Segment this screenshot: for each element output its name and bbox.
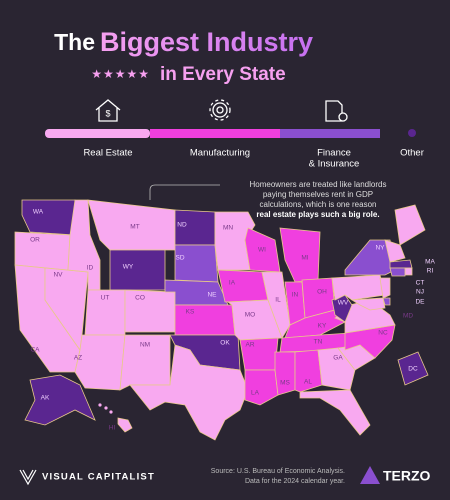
state-label: MD: [403, 313, 413, 320]
source: Data for the 2024 calendar year.: [245, 478, 345, 485]
legend-icons: $: [95, 99, 348, 122]
state: [397, 351, 429, 386]
state: [74, 334, 126, 391]
legend-bar: [280, 129, 380, 138]
state: [294, 349, 323, 393]
state: [394, 204, 426, 246]
state: [24, 374, 96, 426]
state: [379, 277, 391, 299]
source: Source: U.S. Bureau of Economic Analysis…: [211, 468, 345, 475]
vc-logo: [19, 469, 37, 486]
terzo-logo: [360, 466, 380, 484]
state-label: NJ: [416, 289, 424, 296]
annotation: calculations, which is one reason: [260, 200, 377, 209]
state: [21, 199, 76, 236]
state-label: IL: [275, 297, 281, 304]
state: [174, 244, 219, 283]
state-label: MS: [280, 380, 290, 387]
state: [279, 227, 321, 283]
state-label: UT: [101, 295, 110, 302]
state-label: HI: [109, 425, 116, 432]
legend-label: Other: [400, 148, 424, 159]
state: [124, 289, 176, 333]
state-label: ND: [177, 222, 187, 229]
legend-label: Real Estate: [83, 148, 132, 159]
state: [389, 267, 406, 277]
state-label: AK: [41, 395, 50, 402]
state-label: WY: [123, 264, 134, 271]
state: [217, 269, 269, 303]
state: [174, 304, 236, 336]
state: [331, 274, 386, 301]
state-label: DE: [415, 299, 425, 306]
state-label: MT: [130, 224, 139, 231]
state-label: NC: [378, 330, 388, 337]
state: [384, 239, 406, 263]
hi-island: [109, 410, 113, 414]
svg-text:$: $: [105, 108, 110, 118]
state: [274, 351, 296, 396]
state-label: NY: [375, 245, 385, 252]
state: [244, 227, 281, 273]
legend-label: Finance: [317, 148, 351, 159]
legend-bar: [45, 129, 150, 138]
state-label: IN: [292, 292, 299, 299]
state-label: MA: [425, 259, 435, 266]
state-label: KS: [186, 309, 195, 316]
partner: TERZO: [383, 468, 431, 484]
title: Biggest Industry: [100, 27, 313, 57]
state-label: OH: [317, 289, 327, 296]
state-label: NV: [53, 272, 63, 279]
state: [261, 271, 291, 339]
state-label: DC: [408, 366, 418, 373]
state-label: WI: [258, 247, 266, 254]
stars: ★★★★★: [91, 67, 150, 81]
hi-island: [104, 406, 108, 410]
state: [14, 231, 71, 271]
state-label: WV: [338, 300, 349, 307]
state: [129, 344, 249, 441]
annotation-bold: real estate plays such a big role.: [256, 210, 379, 219]
title-lead: The: [54, 29, 95, 55]
state-label: TN: [314, 339, 323, 346]
state-label: AL: [304, 379, 312, 386]
state-label: CO: [135, 295, 145, 302]
state-label: OR: [30, 237, 40, 244]
state-label: AZ: [74, 355, 82, 362]
state-label: SD: [175, 255, 184, 262]
annotation: Homeowners are treated like landlords: [250, 180, 387, 189]
state-label: MO: [245, 312, 255, 319]
state-label: KY: [318, 323, 327, 330]
state: [350, 297, 386, 311]
legend-bar: [150, 129, 280, 138]
state-label: MI: [301, 255, 308, 262]
state: [117, 417, 133, 433]
state-label: AR: [245, 342, 254, 349]
state: [244, 369, 279, 406]
state-label: LA: [251, 390, 260, 397]
annotation-pointer: [149, 184, 220, 200]
state-label: CA: [30, 347, 40, 354]
state-label: CT: [416, 280, 425, 287]
legend-label: Manufacturing: [190, 148, 250, 159]
state: [404, 267, 413, 276]
state-label: WA: [33, 209, 44, 216]
brand: VISUAL CAPITALIST: [42, 472, 155, 483]
state-label: ID: [87, 265, 94, 272]
legend-label: & Insurance: [309, 159, 360, 170]
legend-dot: [408, 129, 416, 137]
state: [109, 249, 166, 291]
state-label: OK: [220, 340, 230, 347]
state-label: NM: [140, 342, 150, 349]
state-label: MN: [223, 225, 233, 232]
state-label: IA: [229, 280, 236, 287]
hi-island: [98, 403, 102, 407]
state-label: NE: [207, 292, 217, 299]
state: [299, 389, 371, 436]
state-label: RI: [427, 268, 434, 275]
annotation: paying themselves rent in GDP: [263, 190, 373, 199]
state-label: GA: [333, 355, 343, 362]
subtitle: in Every State: [160, 64, 286, 85]
